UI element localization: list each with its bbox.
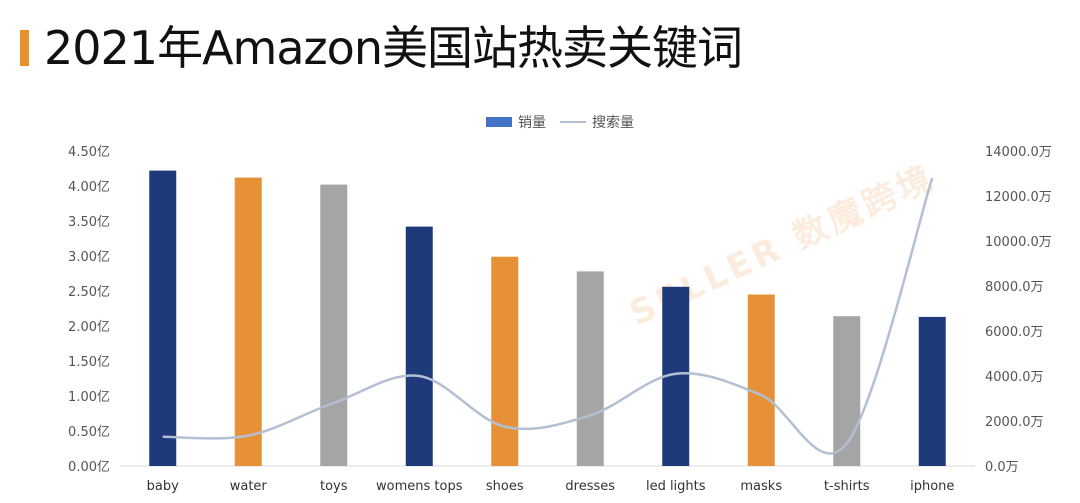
legend-item-search: 搜索量 <box>560 112 634 132</box>
x-tick-label: baby <box>147 479 179 494</box>
bar-toys <box>320 184 348 466</box>
x-tick-label: led lights <box>646 479 706 494</box>
x-tick-label: toys <box>320 479 348 494</box>
y-left-tick-label: 1.00亿 <box>68 390 110 405</box>
y-left-tick-label: 3.50亿 <box>68 215 110 230</box>
bar-shoes <box>491 256 519 466</box>
legend-swatch-line <box>560 121 586 123</box>
title-accent-bar <box>20 30 29 66</box>
legend-label-search: 搜索量 <box>592 115 634 131</box>
legend-item-sales: 销量 <box>486 112 546 132</box>
y-right-tick-label: 6000.0万 <box>985 325 1044 340</box>
search-volume-line <box>162 177 934 455</box>
y-right-tick-label: 8000.0万 <box>985 280 1044 295</box>
y-left-tick-label: 3.00亿 <box>68 250 110 265</box>
y-left-tick-label: 2.50亿 <box>68 285 110 300</box>
x-tick-label: womens tops <box>376 479 463 494</box>
x-tick-label: iphone <box>910 479 954 494</box>
bar-womens-tops <box>405 226 433 466</box>
y-left-tick-label: 4.50亿 <box>68 145 110 160</box>
y-left-tick-label: 4.00亿 <box>68 180 110 195</box>
y-right-tick-label: 0.0万 <box>985 460 1019 475</box>
bar-water <box>234 177 262 466</box>
y-right-tick-label: 12000.0万 <box>985 190 1052 205</box>
x-tick-label: dresses <box>565 479 615 494</box>
chart-title: 2021年Amazon美国站热卖关键词 <box>44 21 743 75</box>
y-left-tick-label: 2.00亿 <box>68 320 110 335</box>
y-left-tick-label: 0.50亿 <box>68 425 110 440</box>
y-right-tick-label: 4000.0万 <box>985 370 1044 385</box>
bar-dresses <box>576 271 604 466</box>
y-right-tick-label: 2000.0万 <box>985 415 1044 430</box>
x-tick-label: masks <box>740 479 782 494</box>
bar-t-shirts <box>833 316 861 466</box>
x-tick-label: shoes <box>486 479 524 494</box>
y-right-tick-label: 14000.0万 <box>985 145 1052 160</box>
legend: 销量 搜索量 <box>486 112 648 132</box>
y-left-tick-label: 0.00亿 <box>68 460 110 475</box>
bar-baby <box>149 170 177 466</box>
legend-swatch-bar <box>486 117 512 127</box>
x-tick-label: t-shirts <box>824 479 870 494</box>
x-tick-label: water <box>230 479 268 494</box>
bar-masks <box>747 294 775 466</box>
bar-iphone <box>918 316 946 466</box>
y-right-tick-label: 10000.0万 <box>985 235 1052 250</box>
y-left-tick-label: 1.50亿 <box>68 355 110 370</box>
legend-label-sales: 销量 <box>518 115 546 131</box>
